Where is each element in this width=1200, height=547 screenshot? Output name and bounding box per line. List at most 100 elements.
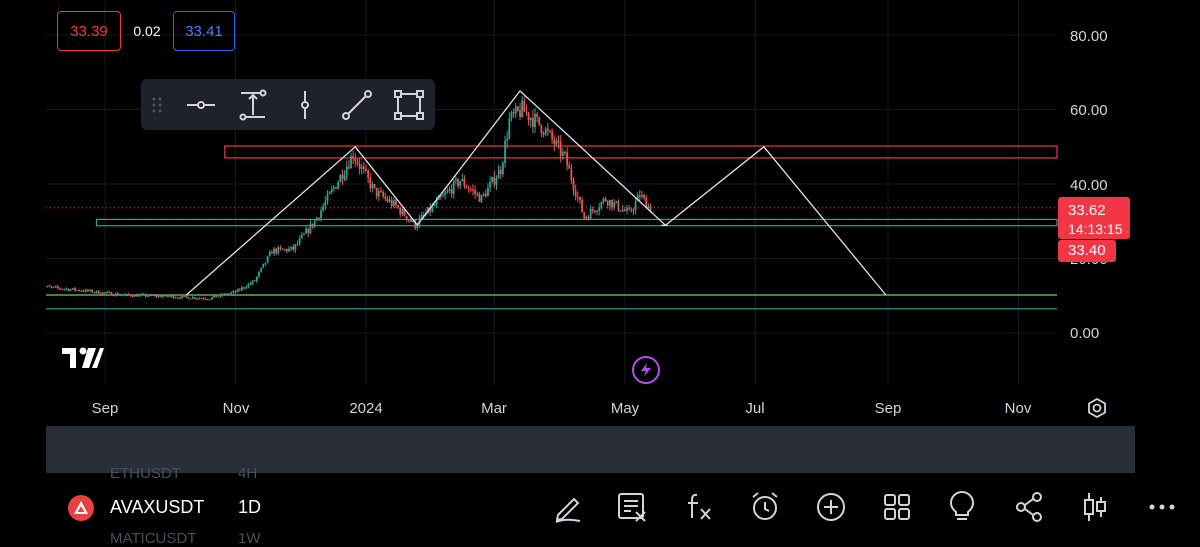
price-range-icon[interactable]: [235, 87, 271, 123]
prev-symbol-tf-ghost: 4H: [238, 465, 258, 482]
candle-body: [399, 207, 402, 215]
idea-bulb-icon[interactable]: [946, 491, 978, 523]
candle-body: [489, 181, 491, 188]
candle-body: [78, 289, 81, 291]
candle-body: [127, 293, 130, 295]
candle-body: [140, 294, 143, 296]
candle-body: [223, 293, 226, 296]
candle-body: [549, 130, 551, 132]
candle-body: [268, 251, 271, 257]
candle-body: [144, 294, 147, 297]
alarm-icon[interactable]: [749, 491, 781, 523]
candle-body: [377, 190, 380, 197]
candle-body: [296, 243, 299, 245]
candle-body: [414, 219, 417, 229]
candle-body: [65, 288, 68, 290]
candle-body: [435, 200, 438, 206]
candle-body: [273, 248, 275, 254]
candle-body: [196, 298, 198, 300]
candle-body: [285, 249, 288, 252]
chart-area[interactable]: [46, 0, 1135, 426]
candle-body: [585, 216, 588, 219]
candle-body: [97, 290, 100, 294]
candle-body: [243, 287, 245, 289]
candle-body: [63, 289, 66, 291]
candle-body: [615, 201, 618, 203]
layout-grid-icon[interactable]: [881, 491, 913, 523]
candle-body: [499, 169, 502, 175]
chart-settings-icon[interactable]: [1086, 397, 1108, 419]
flash-icon[interactable]: [632, 356, 660, 384]
candle-body: [621, 209, 624, 212]
candle-body: [345, 166, 348, 176]
rectangle-icon[interactable]: [391, 87, 427, 123]
candle-body: [407, 219, 410, 221]
indicators-fx-icon[interactable]: [683, 491, 715, 523]
last-price: 33.62: [1068, 202, 1106, 219]
candle-body: [527, 112, 530, 121]
candle-body: [315, 217, 318, 221]
candle-body: [119, 294, 121, 296]
more-icon[interactable]: [1146, 491, 1178, 523]
ask-price-badge[interactable]: 33.41: [173, 11, 235, 51]
candle-body: [211, 297, 213, 300]
candle-body: [221, 294, 224, 296]
symbol-name[interactable]: AVAXUSDT: [110, 497, 205, 517]
price-tick: 0.00: [1070, 325, 1100, 342]
avax-logo-icon[interactable]: [68, 495, 94, 521]
trend-line-icon[interactable]: [339, 87, 375, 123]
candle-body: [380, 190, 382, 192]
candle-body: [232, 291, 235, 293]
candle-body: [337, 182, 340, 189]
bid-price-badge[interactable]: 33.39: [57, 11, 121, 51]
candle-body: [170, 295, 173, 297]
candle-body: [164, 295, 166, 297]
candle-body: [583, 212, 586, 219]
candle-style-icon[interactable]: [1079, 491, 1111, 523]
candle-body: [206, 299, 209, 301]
candle-body: [294, 244, 297, 250]
candle-body: [375, 187, 378, 197]
candle-body: [504, 140, 506, 163]
vertical-line-icon[interactable]: [287, 87, 323, 123]
candle-body: [594, 210, 596, 212]
tradingview-logo: [62, 346, 104, 375]
candle-body: [559, 142, 562, 156]
candle-body: [74, 288, 76, 291]
pattern-trendline: [185, 89, 887, 296]
chart-canvas[interactable]: [46, 0, 1135, 426]
candle-body: [384, 196, 387, 199]
candle-body: [305, 228, 307, 234]
clear-drawings-icon[interactable]: [616, 491, 648, 523]
candle-body: [365, 168, 367, 171]
candle-body: [362, 166, 365, 169]
candle-body: [176, 297, 179, 299]
share-icon[interactable]: [1013, 491, 1045, 523]
add-icon[interactable]: [815, 491, 847, 523]
candle-body: [91, 289, 94, 293]
candle-body: [309, 223, 312, 234]
horizontal-line-icon[interactable]: [183, 87, 219, 123]
candle-body: [523, 100, 526, 112]
candle-body: [649, 205, 652, 213]
candle-body: [333, 187, 335, 189]
candle-body: [330, 188, 333, 192]
drag-handle-icon[interactable]: [145, 87, 169, 123]
candle-body: [80, 290, 83, 292]
candle-body: [191, 297, 194, 299]
pencil-icon[interactable]: [552, 491, 584, 523]
candle-body: [123, 294, 126, 296]
candle-body: [266, 256, 269, 263]
candle-body: [602, 198, 605, 203]
candle-body: [397, 205, 399, 208]
candle-body: [48, 286, 51, 288]
drawing-toolbar: [141, 79, 435, 130]
candle-body: [529, 118, 532, 121]
timeframe-button[interactable]: 1D: [238, 497, 262, 517]
panel-divider[interactable]: [46, 426, 1135, 473]
candle-body: [247, 284, 250, 288]
candle-body: [253, 280, 256, 282]
bottom-toolbar: [0, 473, 1200, 540]
candle-body: [204, 298, 207, 300]
candle-body: [350, 155, 352, 169]
